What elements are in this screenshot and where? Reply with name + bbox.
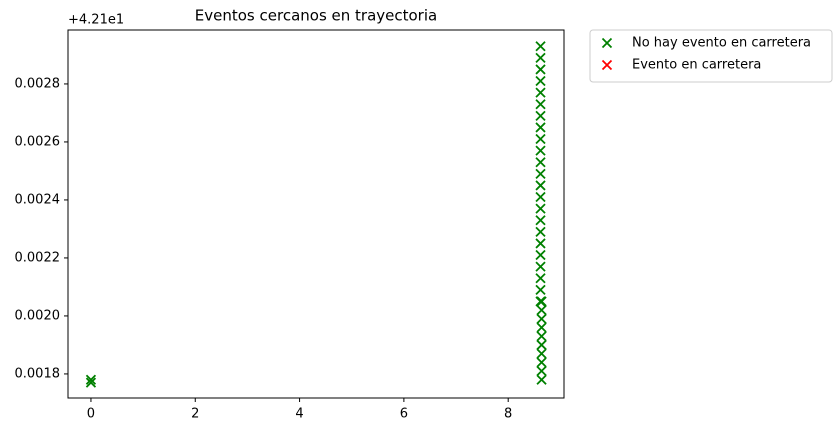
point	[536, 322, 547, 333]
point	[535, 249, 546, 261]
point	[535, 191, 546, 203]
point	[535, 238, 546, 249]
point	[536, 357, 547, 368]
legend-box	[589, 29, 833, 83]
point	[536, 348, 547, 359]
x-tick-label: 2	[191, 407, 199, 422]
x-tick-label: 4	[295, 407, 303, 422]
x-tick-label: 8	[504, 407, 512, 422]
legend-marker	[601, 59, 613, 71]
point	[536, 339, 547, 351]
y-offset-label: +4.21e1	[68, 13, 124, 28]
point	[535, 64, 546, 75]
point	[536, 365, 547, 377]
plot-area	[85, 41, 547, 388]
y-tick-label: 0.0026	[15, 134, 61, 149]
point	[535, 226, 546, 237]
point	[535, 110, 546, 121]
point	[535, 75, 546, 87]
point	[535, 133, 546, 145]
point	[536, 304, 547, 316]
point	[536, 313, 547, 324]
point	[535, 168, 546, 179]
y-tick-label: 0.0018	[15, 366, 61, 381]
point	[535, 180, 546, 191]
point	[536, 331, 547, 342]
x-tick-label: 6	[400, 407, 408, 422]
y-tick-label: 0.0022	[15, 250, 61, 265]
legend-marker	[601, 37, 613, 49]
point	[535, 273, 546, 284]
y-tick-label: 0.0020	[15, 308, 61, 323]
point	[535, 145, 546, 156]
y-tick-label: 0.0024	[15, 192, 61, 207]
chart-title: Eventos cercanos en trayectoria	[195, 7, 437, 25]
point	[535, 99, 546, 110]
point	[536, 296, 547, 307]
point	[535, 122, 546, 133]
legend-label: Evento en carretera	[632, 58, 761, 73]
point	[535, 203, 546, 214]
x-tick-label: 0	[87, 407, 95, 422]
point	[535, 87, 546, 98]
point	[535, 157, 546, 168]
point	[535, 261, 546, 272]
y-tick-label: 0.0028	[15, 76, 61, 91]
point	[535, 284, 546, 295]
legend-label: No hay evento en carretera	[632, 36, 811, 51]
point	[85, 377, 97, 388]
point	[535, 41, 546, 52]
axes-frame	[67, 29, 565, 399]
point	[535, 215, 546, 226]
point	[536, 374, 547, 385]
point	[535, 52, 546, 63]
point	[85, 374, 97, 385]
